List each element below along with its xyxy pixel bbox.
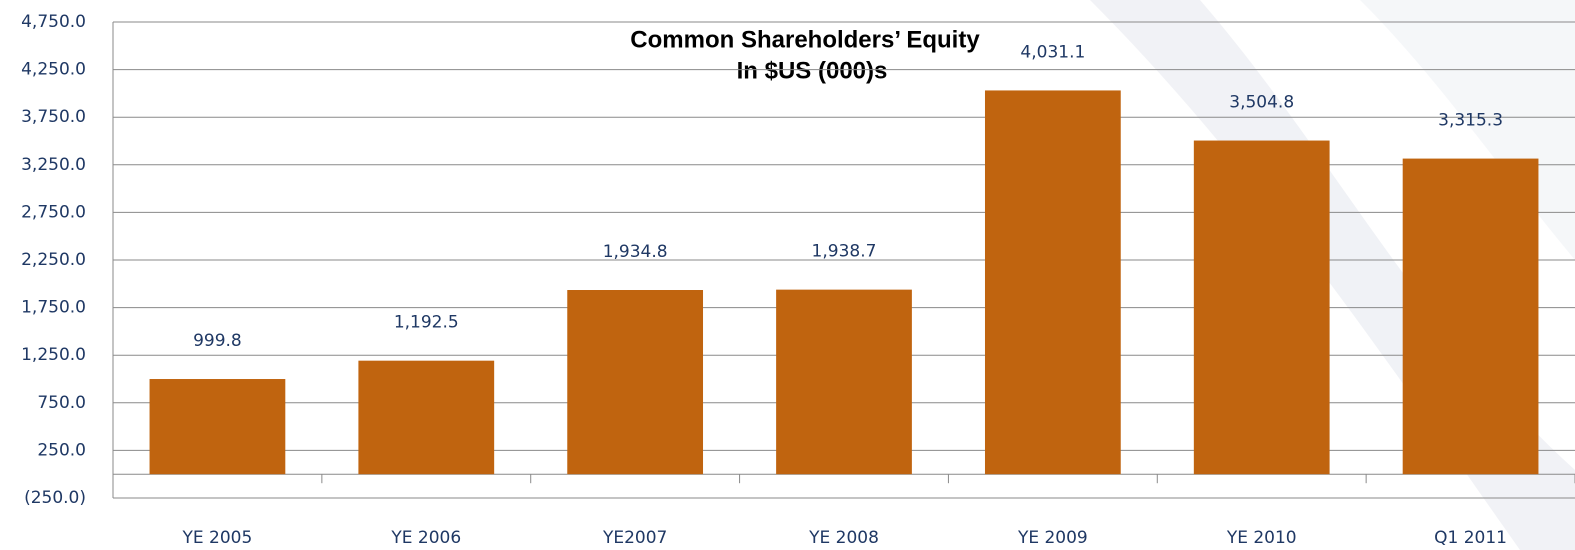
bar [149, 379, 286, 475]
bar [984, 90, 1121, 475]
y-tick-label: 750.0 [37, 393, 86, 413]
y-tick-label: 4,250.0 [21, 60, 86, 80]
x-tick-label: Q1 2011 [1434, 528, 1507, 548]
x-tick-label: YE2007 [602, 528, 667, 548]
bar [1402, 158, 1539, 475]
x-tick-label: YE 2009 [1017, 528, 1088, 548]
data-label: 1,938.7 [812, 242, 877, 262]
y-tick-label: 250.0 [37, 440, 86, 460]
data-label: 4,031.1 [1020, 42, 1085, 62]
y-tick-label: 4,750.0 [21, 12, 86, 32]
y-tick-label: 2,250.0 [21, 250, 86, 270]
chart-title: Common Shareholders’ Equity [630, 26, 980, 53]
bar [1193, 140, 1330, 475]
x-tick-label: YE 2008 [808, 528, 879, 548]
data-label: 999.8 [193, 331, 242, 351]
y-tick-label: 3,250.0 [21, 155, 86, 175]
data-label: 3,315.3 [1438, 111, 1503, 131]
x-tick-label: YE 2005 [182, 528, 253, 548]
y-tick-label: 1,250.0 [21, 345, 86, 365]
data-label: 3,504.8 [1229, 93, 1294, 113]
y-tick-label: 2,750.0 [21, 202, 86, 222]
x-tick-label: YE 2006 [390, 528, 461, 548]
y-tick-label: (250.0) [24, 488, 86, 508]
y-tick-label: 3,750.0 [21, 107, 86, 127]
y-tick-label: 1,750.0 [21, 298, 86, 318]
chart-subtitle: In $US (000)s [737, 57, 888, 84]
bar [776, 289, 912, 475]
x-tick-label: YE 2010 [1226, 528, 1297, 548]
data-label: 1,934.8 [603, 242, 668, 262]
data-label: 1,192.5 [394, 313, 459, 333]
bar [567, 290, 704, 475]
bar [358, 360, 495, 475]
